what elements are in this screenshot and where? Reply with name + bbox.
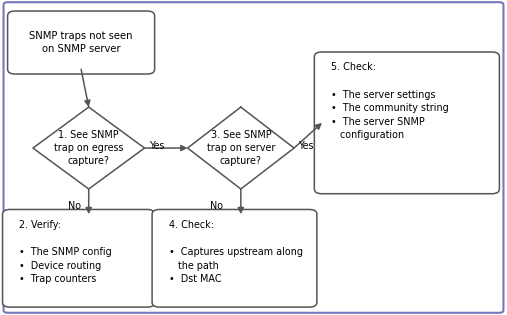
FancyBboxPatch shape (314, 52, 499, 194)
Text: 1. See SNMP
trap on egress
capture?: 1. See SNMP trap on egress capture? (54, 130, 124, 166)
Text: No: No (68, 201, 82, 211)
Text: Yes: Yes (150, 140, 166, 151)
Text: 3. See SNMP
trap on server
capture?: 3. See SNMP trap on server capture? (207, 130, 275, 166)
FancyBboxPatch shape (4, 2, 503, 313)
FancyBboxPatch shape (3, 209, 155, 307)
Text: Yes: Yes (299, 140, 315, 151)
Text: 4. Check:

•  Captures upstream along
   the path
•  Dst MAC: 4. Check: • Captures upstream along the … (169, 220, 303, 284)
Text: No: No (210, 201, 224, 211)
Polygon shape (188, 107, 294, 189)
Text: 5. Check:

•  The server settings
•  The community string
•  The server SNMP
   : 5. Check: • The server settings • The co… (331, 62, 449, 140)
FancyBboxPatch shape (152, 209, 317, 307)
Text: 2. Verify:

•  The SNMP config
•  Device routing
•  Trap counters: 2. Verify: • The SNMP config • Device ro… (19, 220, 112, 284)
Text: SNMP traps not seen
on SNMP server: SNMP traps not seen on SNMP server (29, 31, 133, 54)
Polygon shape (33, 107, 144, 189)
FancyBboxPatch shape (8, 11, 155, 74)
